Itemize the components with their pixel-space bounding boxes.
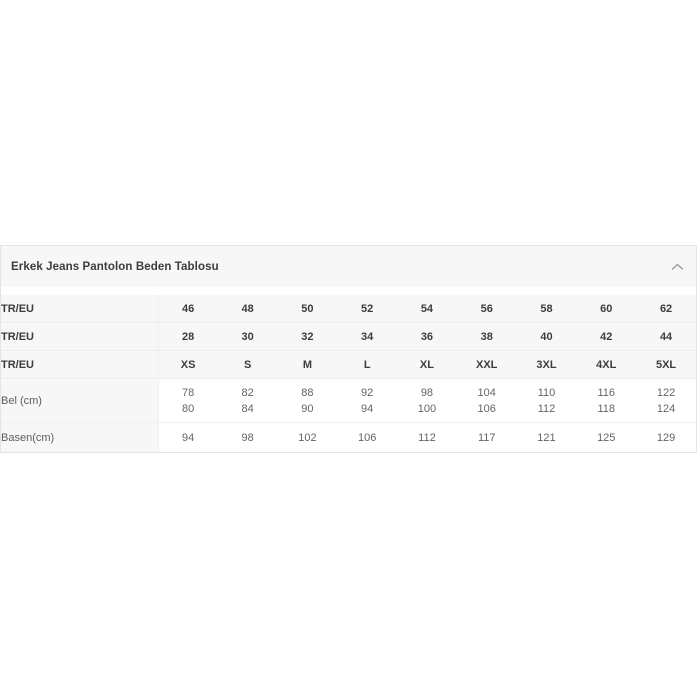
size-cell: 88 90 xyxy=(277,378,338,423)
size-cell: 46 xyxy=(158,295,218,323)
size-cell: 78 80 xyxy=(158,378,218,423)
size-cell: 44 xyxy=(636,322,696,351)
table-row-basen: Basen(cm) 94 98 102 106 112 117 121 125 … xyxy=(1,422,696,452)
table-row-tr-eu-2: TR/EU 28 30 32 34 36 38 40 42 44 xyxy=(1,322,696,351)
table-row-tr-eu-3: TR/EU XS S M L XL XXL 3XL 4XL 5XL xyxy=(1,350,696,379)
accordion-content: TR/EU 46 48 50 52 54 56 58 60 62 TR/EU 2… xyxy=(1,287,696,452)
size-cell: 117 xyxy=(456,422,517,452)
size-cell: 58 xyxy=(516,295,577,323)
size-cell: XXL xyxy=(456,350,517,379)
size-cell: 56 xyxy=(456,295,517,323)
size-cell: 34 xyxy=(337,322,398,351)
size-cell: 50 xyxy=(277,295,338,323)
size-cell: 92 94 xyxy=(337,378,398,423)
size-cell: 98 100 xyxy=(397,378,457,423)
size-chart-accordion: Erkek Jeans Pantolon Beden Tablosu TR/EU… xyxy=(0,245,697,453)
size-cell: 42 xyxy=(576,322,637,351)
size-cell: 98 xyxy=(217,422,278,452)
size-cell: 48 xyxy=(217,295,278,323)
size-table: TR/EU 46 48 50 52 54 56 58 60 62 TR/EU 2… xyxy=(1,295,696,452)
row-label: TR/EU xyxy=(1,322,159,351)
size-cell: 52 xyxy=(337,295,398,323)
row-label: TR/EU xyxy=(1,295,159,323)
size-cell: 32 xyxy=(277,322,338,351)
size-cell: 5XL xyxy=(636,350,696,379)
size-cell: 40 xyxy=(516,322,577,351)
size-cell: 60 xyxy=(576,295,637,323)
size-cell: 36 xyxy=(397,322,457,351)
size-cell: 116 118 xyxy=(576,378,637,423)
size-cell: 110 112 xyxy=(516,378,577,423)
size-cell: L xyxy=(337,350,398,379)
table-row-tr-eu-1: TR/EU 46 48 50 52 54 56 58 60 62 xyxy=(1,295,696,323)
size-cell: 4XL xyxy=(576,350,637,379)
size-cell: 62 xyxy=(636,295,696,323)
size-cell: 106 xyxy=(337,422,398,452)
row-label: Bel (cm) xyxy=(1,378,159,423)
size-cell: 54 xyxy=(397,295,457,323)
size-cell: 129 xyxy=(636,422,696,452)
size-cell: 28 xyxy=(158,322,218,351)
size-cell: M xyxy=(277,350,338,379)
size-cell: 122 124 xyxy=(636,378,696,423)
size-cell: 82 84 xyxy=(217,378,278,423)
row-label: Basen(cm) xyxy=(1,422,159,452)
size-cell: 102 xyxy=(277,422,338,452)
size-cell: XL xyxy=(397,350,457,379)
size-cell: 121 xyxy=(516,422,577,452)
row-label: TR/EU xyxy=(1,350,159,379)
table-row-bel: Bel (cm) 78 80 82 84 88 90 92 94 98 100 … xyxy=(1,378,696,423)
size-cell: 38 xyxy=(456,322,517,351)
size-cell: 125 xyxy=(576,422,637,452)
accordion-header[interactable]: Erkek Jeans Pantolon Beden Tablosu xyxy=(1,246,696,287)
size-cell: 104 106 xyxy=(456,378,517,423)
size-cell: S xyxy=(217,350,278,379)
size-cell: 94 xyxy=(158,422,218,452)
size-cell: XS xyxy=(158,350,218,379)
size-cell: 112 xyxy=(397,422,457,452)
chevron-up-icon[interactable] xyxy=(671,263,684,271)
accordion-title: Erkek Jeans Pantolon Beden Tablosu xyxy=(11,260,219,273)
size-cell: 30 xyxy=(217,322,278,351)
size-cell: 3XL xyxy=(516,350,577,379)
